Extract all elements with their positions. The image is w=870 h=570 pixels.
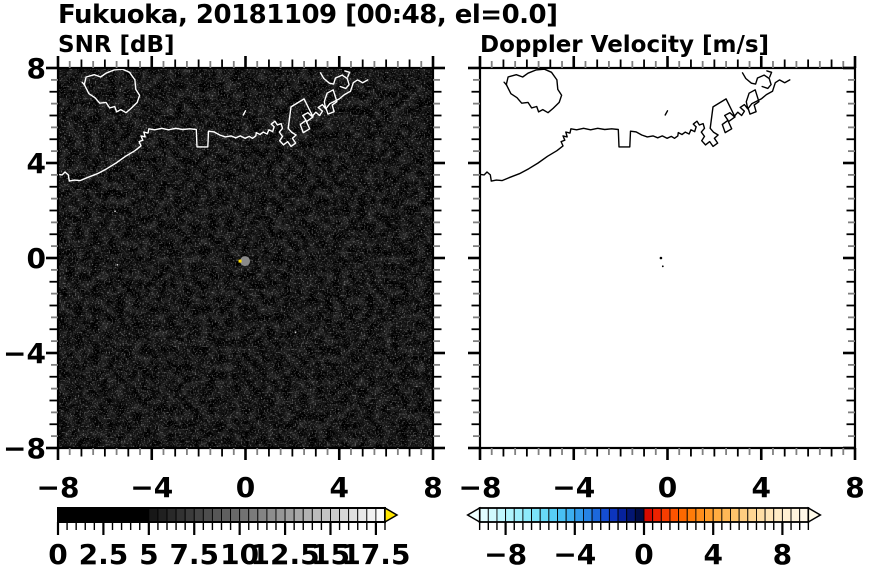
y-axis-tick-label: −4 (3, 337, 46, 370)
doppler-colorbar-label: −4 (553, 538, 596, 570)
x-axis-tick-label: 8 (423, 471, 442, 504)
x-axis-tick-label: −4 (130, 471, 173, 504)
snr-panel: −8 −4 0 4 8 8 4 0 −4 −8 (3, 52, 445, 504)
snr-colorbar-label: 15 (311, 538, 350, 570)
snr-colorbar-label: 7.5 (169, 538, 219, 570)
noise-bright-speck (116, 263, 119, 266)
coastline-west-coast (57, 126, 275, 182)
x-axis-tick-label: 8 (845, 471, 864, 504)
snr-colorbar-label: 5 (139, 538, 158, 570)
snr-overflow-arrow (384, 506, 399, 524)
coastline-mark-island-w (81, 81, 86, 86)
snr-colorbar-label: 17.5 (341, 538, 410, 570)
doppler-panel-title: Doppler Velocity [m/s] (480, 32, 770, 58)
x-axis-tick-label: −4 (552, 471, 595, 504)
noise-bright-speck (294, 331, 297, 334)
coastline-mark-mid (242, 110, 247, 116)
doppler-panel: −8 −4 0 4 8 (459, 56, 865, 504)
doppler-overflow-arrow (807, 506, 822, 524)
coastline-mark-mid (664, 110, 669, 116)
x-axis-tick-label: −8 (459, 471, 502, 504)
panel-background (480, 68, 855, 448)
radar-origin-speck (238, 259, 242, 263)
y-axis-tick-label: 0 (27, 242, 46, 275)
y-axis-tick-label: 8 (27, 52, 46, 85)
coastline-west-coast (479, 126, 697, 182)
coastline-mark-island-w (503, 81, 508, 86)
coastline-swoosh (319, 72, 350, 90)
snr-colorbar-label: 2.5 (79, 538, 129, 570)
doppler-colorbar-label: 8 (773, 538, 792, 570)
snr-panel-title: SNR [dB] (58, 32, 175, 58)
coastline-mark7 (766, 70, 773, 78)
snr-colorbar-label: 12.5 (251, 538, 320, 570)
x-axis-tick-label: 0 (236, 471, 255, 504)
doppler-colorbar-label: 0 (634, 538, 653, 570)
doppler-colorbar-label: −8 (484, 538, 527, 570)
coastline-mark7 (344, 70, 351, 78)
x-axis-tick-label: 4 (752, 471, 771, 504)
x-axis-tick-label: 4 (330, 471, 349, 504)
doppler-colorbar: −8 −4 0 4 8 (466, 506, 822, 570)
axis-ticks (468, 56, 857, 460)
radar-origin-dot (240, 256, 251, 267)
snr-colorbar-label: 10 (220, 538, 259, 570)
y-axis-tick-label: −8 (3, 432, 46, 465)
velocity-speck (661, 265, 664, 268)
doppler-underflow-arrow (466, 506, 481, 524)
x-axis-tick-label: 0 (658, 471, 677, 504)
snr-colorbar-label: 0 (48, 538, 67, 570)
doppler-colorbar-label: 4 (703, 538, 722, 570)
figure-title: Fukuoka, 20181109 [00:48, el=0.0] (58, 0, 558, 30)
noise-bright-speck (114, 210, 116, 213)
coastline-island (83, 68, 141, 114)
x-axis-tick-label: −8 (37, 471, 80, 504)
axis-ticks (46, 56, 445, 460)
coastline-harbor (270, 79, 369, 148)
coastline-island (505, 68, 563, 114)
coastline-swoosh (741, 72, 772, 90)
y-axis-tick-label: 4 (27, 147, 46, 180)
coastline-harbor (692, 79, 791, 148)
velocity-speck (659, 256, 663, 260)
